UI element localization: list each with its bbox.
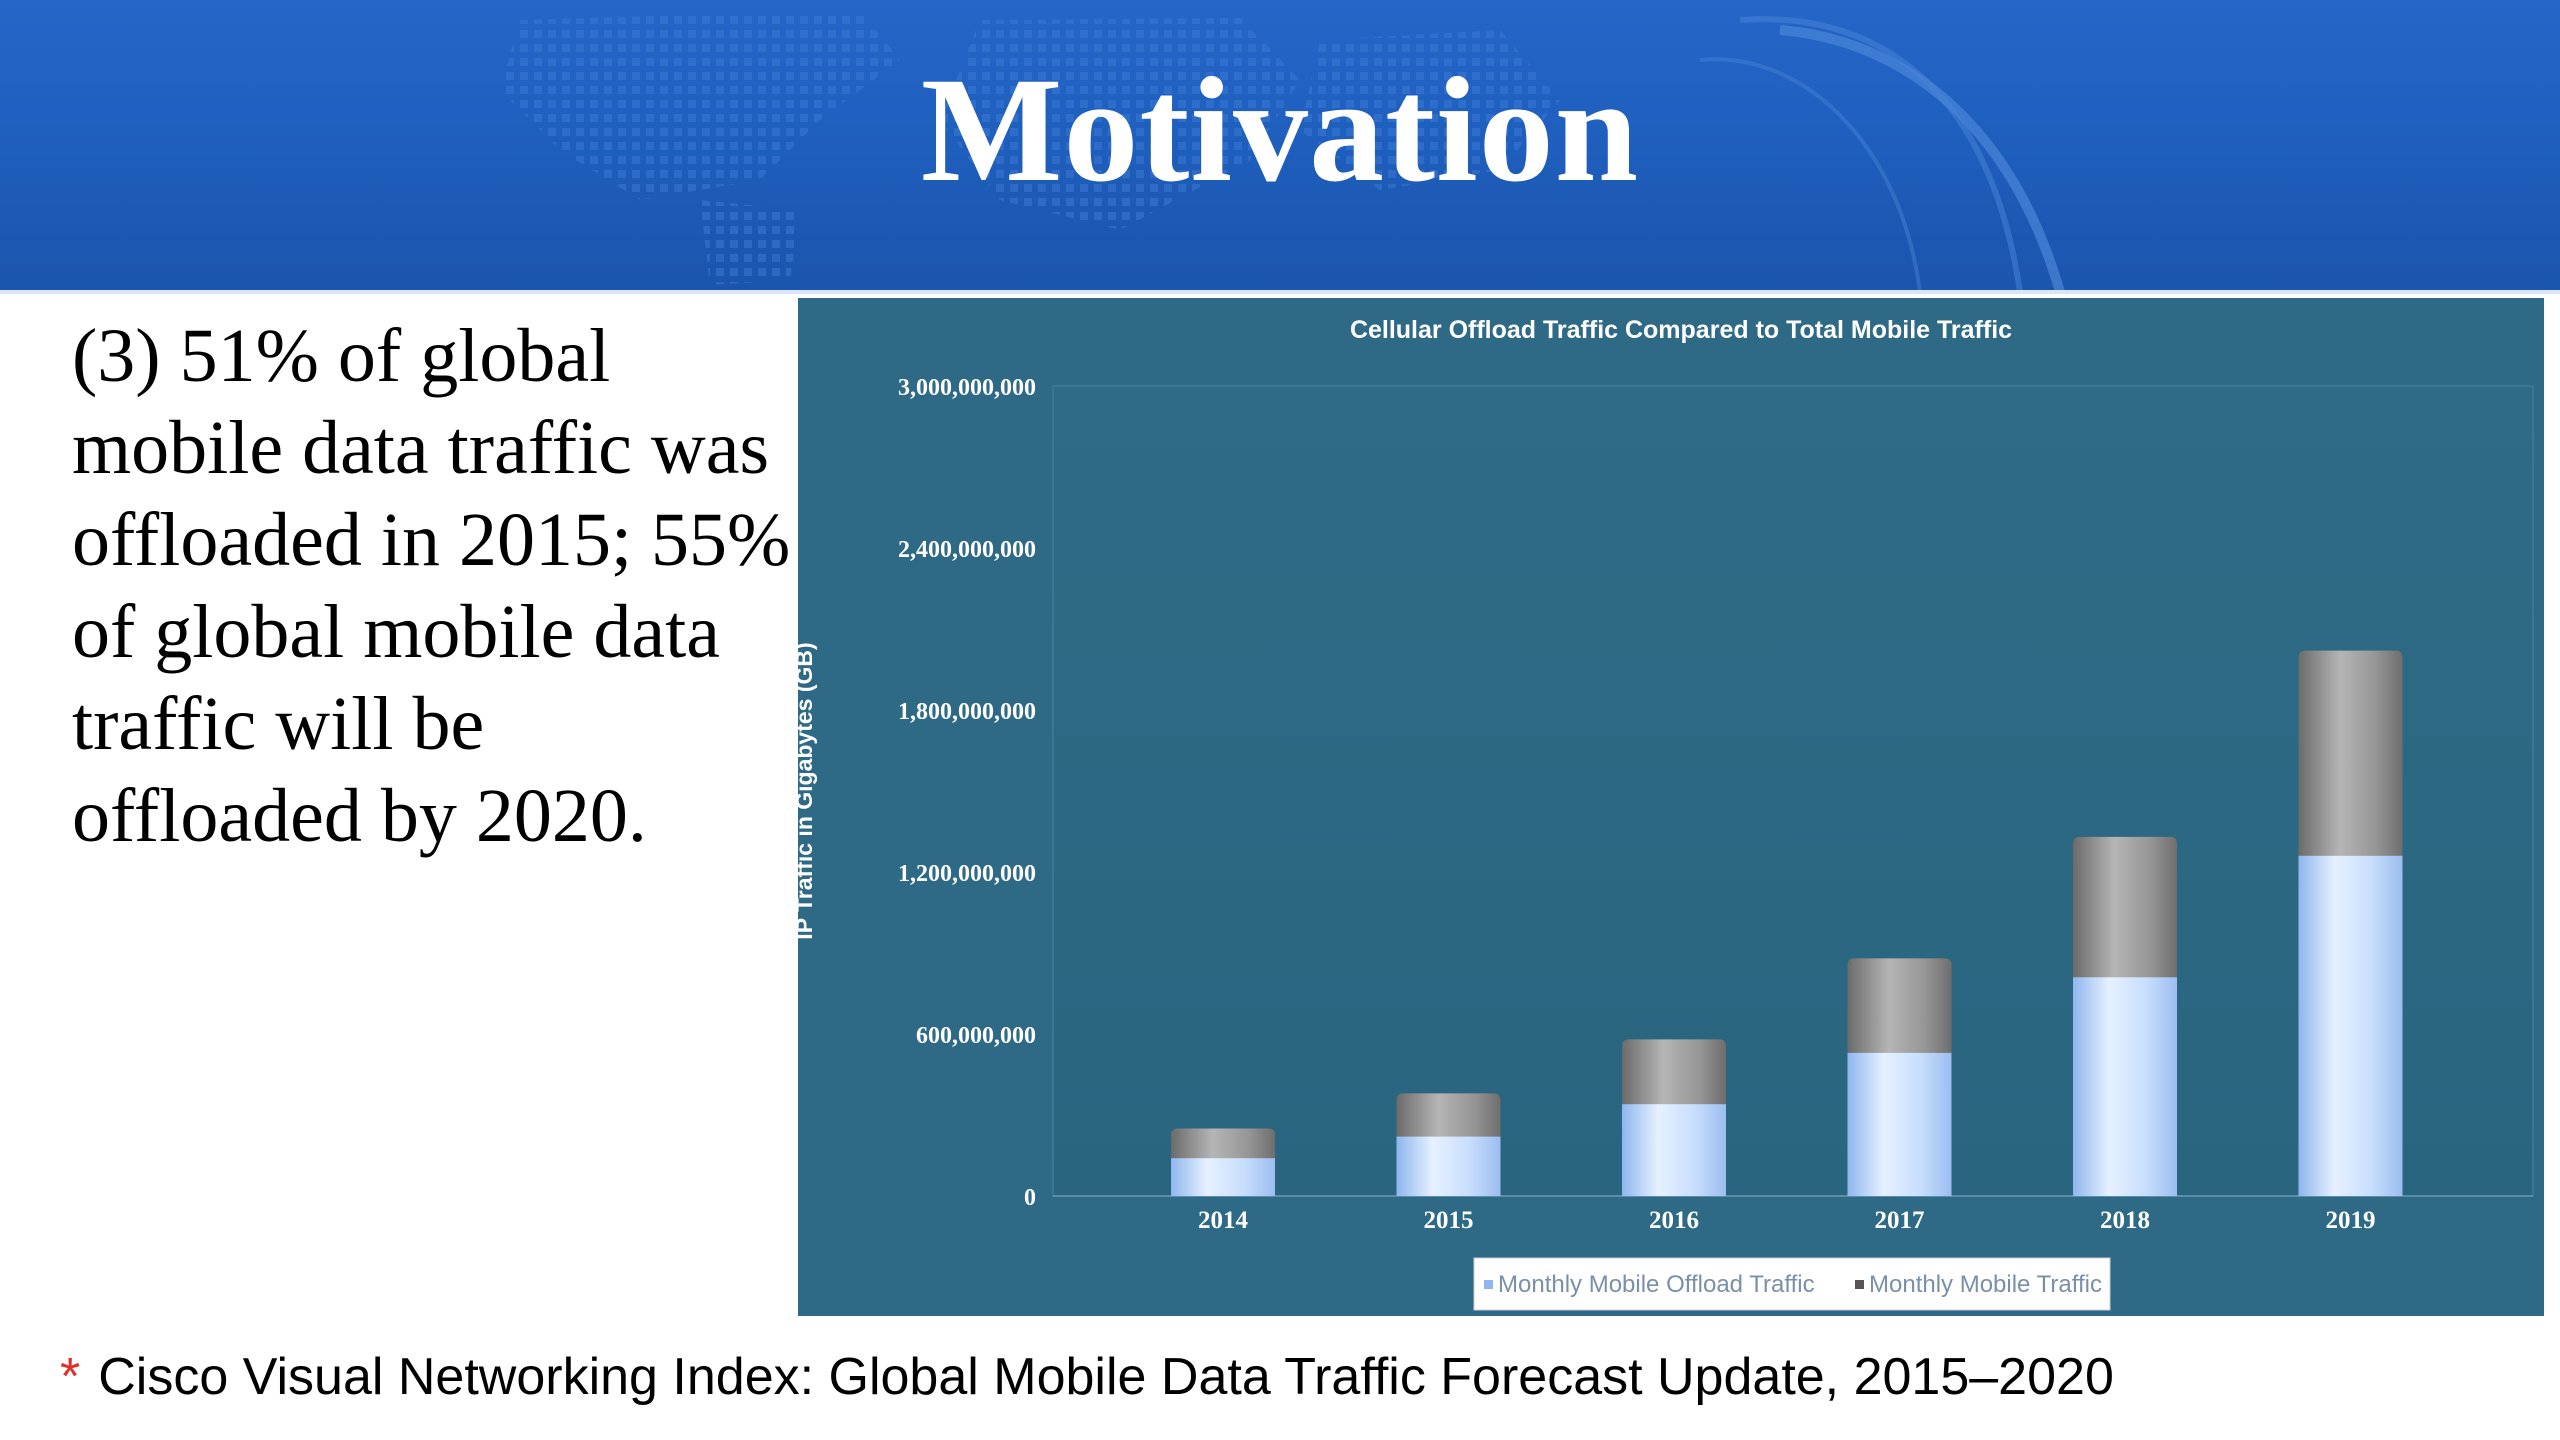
bar-offload-2016 [1622,1104,1726,1196]
y-axis-label: IP Traffic in Gigabytes (GB) [798,642,817,939]
chart-panel: Cellular Offload Traffic Compared to Tot… [798,298,2544,1316]
header-divider [0,290,2560,294]
body-text: (3) 51% of global mobile data traffic wa… [72,314,791,858]
legend-label-offload: Monthly Mobile Offload Traffic [1498,1271,1815,1298]
y-tick-label: 1,800,000,000 [898,699,1036,725]
legend-swatch-offload [1484,1280,1493,1289]
y-tick-label: 0 [1024,1185,1036,1211]
x-tick-label: 2016 [1649,1207,1699,1234]
plot-area [1052,385,2534,1197]
chart-title: Cellular Offload Traffic Compared to Tot… [1350,316,2012,344]
x-tick-label: 2015 [1424,1207,1474,1234]
x-tick-label: 2019 [2326,1207,2376,1234]
footnote: * Cisco Visual Networking Index: Global M… [60,1342,2460,1412]
x-tick-label: 2017 [1875,1207,1925,1234]
slide-title: Motivation [920,47,1640,213]
y-tick-label: 600,000,000 [916,1023,1036,1049]
y-tick-label: 3,000,000,000 [898,375,1036,401]
bar-offload-2019 [2298,855,2403,1196]
world-map-graphic [500,10,2065,292]
y-tick-label: 2,400,000,000 [898,537,1036,563]
bar-offload-2018 [2073,977,2177,1196]
bar-chart: Cellular Offload Traffic Compared to Tot… [798,316,2534,1311]
legend-label-total: Monthly Mobile Traffic [1869,1271,2102,1298]
slide-header: Motivation [0,0,2560,292]
legend-box [1473,1257,2111,1311]
footnote-marker: * [60,1348,81,1406]
legend-swatch-total [1855,1280,1864,1289]
x-tick-label: 2018 [2100,1207,2150,1234]
bar-offload-2015 [1396,1136,1501,1196]
bar-offload-2017 [1847,1052,1952,1196]
footnote-text: Cisco Visual Networking Index: Global Mo… [98,1348,2114,1406]
x-tick-label: 2014 [1198,1207,1249,1234]
bar-offload-2014 [1171,1158,1275,1196]
y-tick-label: 1,200,000,000 [898,861,1036,887]
